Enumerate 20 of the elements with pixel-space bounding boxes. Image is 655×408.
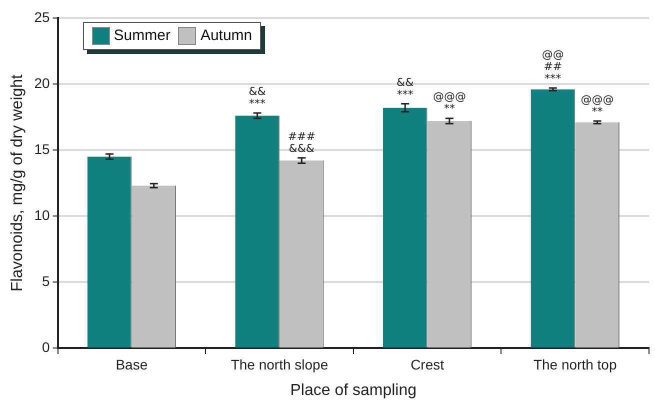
y-tick-label: 0 (42, 338, 50, 355)
legend-label: Summer (112, 27, 170, 46)
y-tick-label: 20 (34, 74, 50, 91)
x-tick-label: The north slope (230, 356, 328, 372)
data-label: ### &&& (288, 130, 316, 155)
legend-label: Autumn (199, 27, 252, 46)
x-tick-label: The north top (533, 356, 617, 372)
data-label: @@@ ** (580, 92, 614, 118)
y-tick-label: 5 (42, 272, 50, 289)
y-tick-label: 10 (34, 206, 50, 223)
y-tick-label: 15 (34, 140, 50, 157)
data-label: && *** (248, 85, 266, 110)
y-tick-label: 25 (34, 8, 50, 25)
y-axis-title: Flavonoids, mg/g of dry weight (9, 74, 26, 292)
data-label: @@ ## *** (542, 48, 564, 85)
data-label: && *** (396, 76, 414, 101)
x-axis-title: Place of sampling (290, 382, 417, 399)
x-tick-label: Base (116, 356, 148, 372)
data-label: @@@ ** (432, 90, 466, 116)
x-tick-label: Crest (410, 356, 444, 372)
